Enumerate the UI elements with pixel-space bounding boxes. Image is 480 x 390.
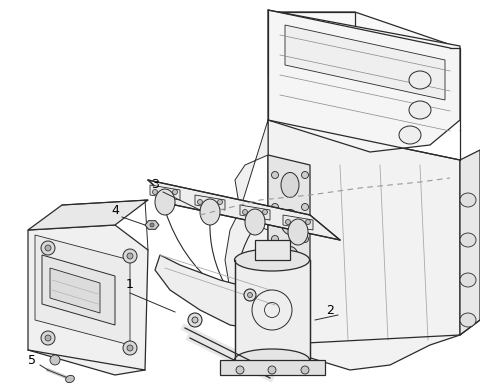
- Ellipse shape: [281, 172, 299, 197]
- Ellipse shape: [235, 349, 310, 371]
- Ellipse shape: [172, 190, 178, 195]
- Ellipse shape: [399, 126, 421, 144]
- Ellipse shape: [263, 209, 267, 214]
- Polygon shape: [240, 205, 270, 220]
- Ellipse shape: [127, 345, 133, 351]
- Ellipse shape: [150, 223, 154, 227]
- Ellipse shape: [281, 246, 299, 271]
- Polygon shape: [235, 260, 310, 360]
- Ellipse shape: [45, 245, 51, 251]
- Text: 1: 1: [126, 278, 134, 291]
- Ellipse shape: [123, 341, 137, 355]
- Ellipse shape: [305, 220, 311, 225]
- Ellipse shape: [127, 253, 133, 259]
- Ellipse shape: [45, 335, 51, 341]
- Ellipse shape: [217, 200, 223, 204]
- Ellipse shape: [123, 249, 137, 263]
- Ellipse shape: [197, 200, 203, 204]
- Polygon shape: [268, 12, 460, 48]
- Ellipse shape: [245, 209, 265, 235]
- Polygon shape: [283, 215, 313, 230]
- Ellipse shape: [236, 366, 244, 374]
- Text: 3: 3: [151, 179, 159, 191]
- Polygon shape: [268, 10, 460, 152]
- Ellipse shape: [409, 71, 431, 89]
- Polygon shape: [225, 120, 268, 320]
- Polygon shape: [460, 150, 480, 335]
- Ellipse shape: [286, 220, 290, 225]
- Polygon shape: [268, 155, 310, 325]
- Ellipse shape: [200, 199, 220, 225]
- Ellipse shape: [281, 284, 299, 308]
- Ellipse shape: [41, 331, 55, 345]
- Ellipse shape: [301, 300, 309, 307]
- Ellipse shape: [248, 292, 252, 298]
- Polygon shape: [268, 12, 355, 75]
- Polygon shape: [220, 360, 325, 375]
- Polygon shape: [268, 120, 460, 370]
- Ellipse shape: [272, 236, 278, 243]
- Ellipse shape: [188, 313, 202, 327]
- Text: 2: 2: [326, 303, 334, 317]
- Ellipse shape: [272, 300, 278, 307]
- Polygon shape: [155, 255, 280, 330]
- Ellipse shape: [272, 172, 278, 179]
- Ellipse shape: [460, 233, 476, 247]
- Ellipse shape: [460, 193, 476, 207]
- Polygon shape: [35, 235, 130, 345]
- Ellipse shape: [155, 189, 175, 215]
- Polygon shape: [145, 221, 159, 229]
- Polygon shape: [195, 195, 225, 210]
- Ellipse shape: [460, 273, 476, 287]
- Ellipse shape: [301, 268, 309, 275]
- Ellipse shape: [301, 204, 309, 211]
- Ellipse shape: [192, 317, 198, 323]
- Ellipse shape: [66, 375, 74, 383]
- Ellipse shape: [281, 209, 299, 234]
- Polygon shape: [285, 25, 445, 100]
- Polygon shape: [148, 180, 340, 240]
- Ellipse shape: [272, 268, 278, 275]
- Text: 5: 5: [28, 353, 36, 367]
- Ellipse shape: [50, 355, 60, 365]
- Polygon shape: [42, 255, 115, 325]
- Ellipse shape: [242, 209, 248, 214]
- Text: 4: 4: [111, 204, 119, 216]
- Ellipse shape: [301, 172, 309, 179]
- Ellipse shape: [272, 204, 278, 211]
- Ellipse shape: [288, 219, 308, 245]
- Ellipse shape: [153, 190, 157, 195]
- Polygon shape: [28, 225, 148, 375]
- Polygon shape: [255, 240, 290, 260]
- Ellipse shape: [268, 366, 276, 374]
- Ellipse shape: [41, 241, 55, 255]
- Polygon shape: [50, 268, 100, 313]
- Ellipse shape: [301, 236, 309, 243]
- Polygon shape: [150, 185, 180, 200]
- Ellipse shape: [409, 101, 431, 119]
- Ellipse shape: [460, 313, 476, 327]
- Ellipse shape: [235, 249, 310, 271]
- Polygon shape: [28, 200, 148, 230]
- Ellipse shape: [244, 289, 256, 301]
- Ellipse shape: [301, 366, 309, 374]
